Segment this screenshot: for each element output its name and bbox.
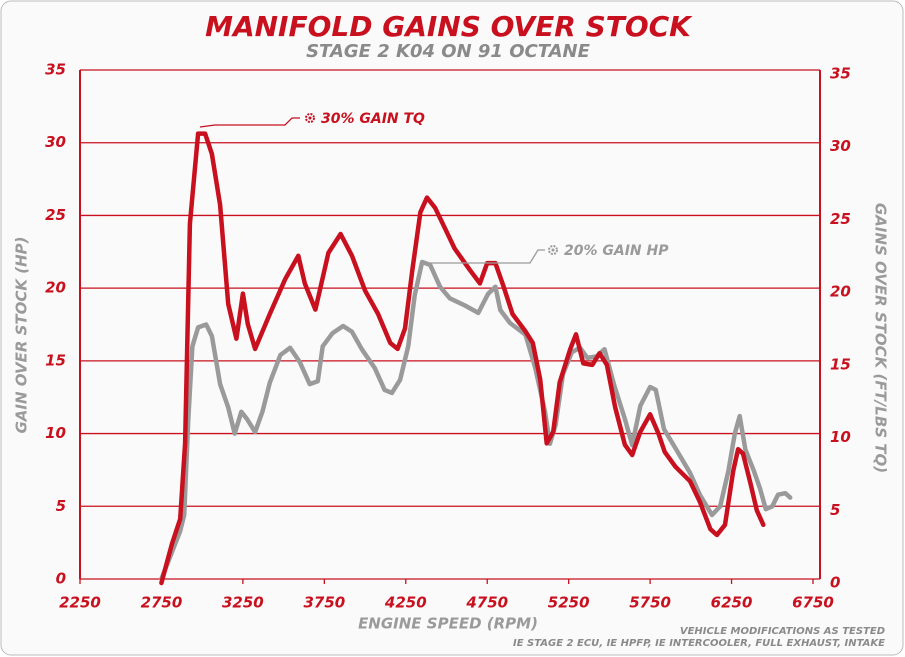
y2-tick-label: 20 [830,283,851,301]
y-tick-label: 5 [56,497,66,515]
series-line [159,259,793,582]
x-tick-label: 5750 [629,594,671,612]
y-tick-label: 25 [45,206,66,224]
x-tick-label: 6750 [792,594,834,612]
gear-icon [548,245,558,255]
y2-axis-label: GAINS OVER STOCK (FT/LBS TQ) [872,203,890,473]
y-tick-label: 0 [56,570,66,588]
x-tick-label: 2750 [141,594,183,612]
chart-subtitle: STAGE 2 K04 ON 91 OCTANE [306,41,591,62]
x-tick-label: 4250 [384,594,427,612]
y2-tick-label: 0 [830,574,840,592]
y2-tick-label: 5 [830,501,840,519]
footnote: VEHICLE MODIFICATIONS AS TESTED [680,626,885,637]
annotation: 30% GAIN TQ [321,111,425,127]
leader-line [199,117,300,128]
y2-tick-label: 35 [830,65,851,83]
gear-icon [551,248,555,252]
y-tick-label: 15 [45,351,66,369]
y2-tick-label: 30 [830,137,851,155]
gear-icon [308,116,312,120]
y-tick-label: 20 [45,279,66,297]
leader-line [430,249,545,264]
x-axis-label: ENGINE SPEED (RPM) [358,615,538,633]
x-tick-label: 6250 [711,594,753,612]
x-tick-label: 3750 [303,594,345,612]
y-tick-label: 35 [45,61,66,79]
x-tick-label: 4750 [465,594,508,612]
annotation: 20% GAIN HP [564,243,669,259]
y-axis-label: GAIN OVER STOCK (HP) [13,236,31,433]
series-line [159,131,766,586]
y2-tick-label: 15 [830,355,851,373]
y-tick-label: 10 [45,424,66,442]
x-tick-label: 5250 [548,594,590,612]
x-tick-label: 3250 [222,594,264,612]
y-tick-label: 30 [45,133,66,151]
x-tick-label: 2250 [59,594,101,612]
y2-tick-label: 10 [830,428,851,446]
chart-title: MANIFOLD GAINS OVER STOCK [205,10,693,43]
footnote: IE STAGE 2 ECU, IE HPFP, IE INTERCOOLER,… [513,638,885,649]
y2-tick-label: 25 [830,210,851,228]
gear-icon [305,113,315,123]
